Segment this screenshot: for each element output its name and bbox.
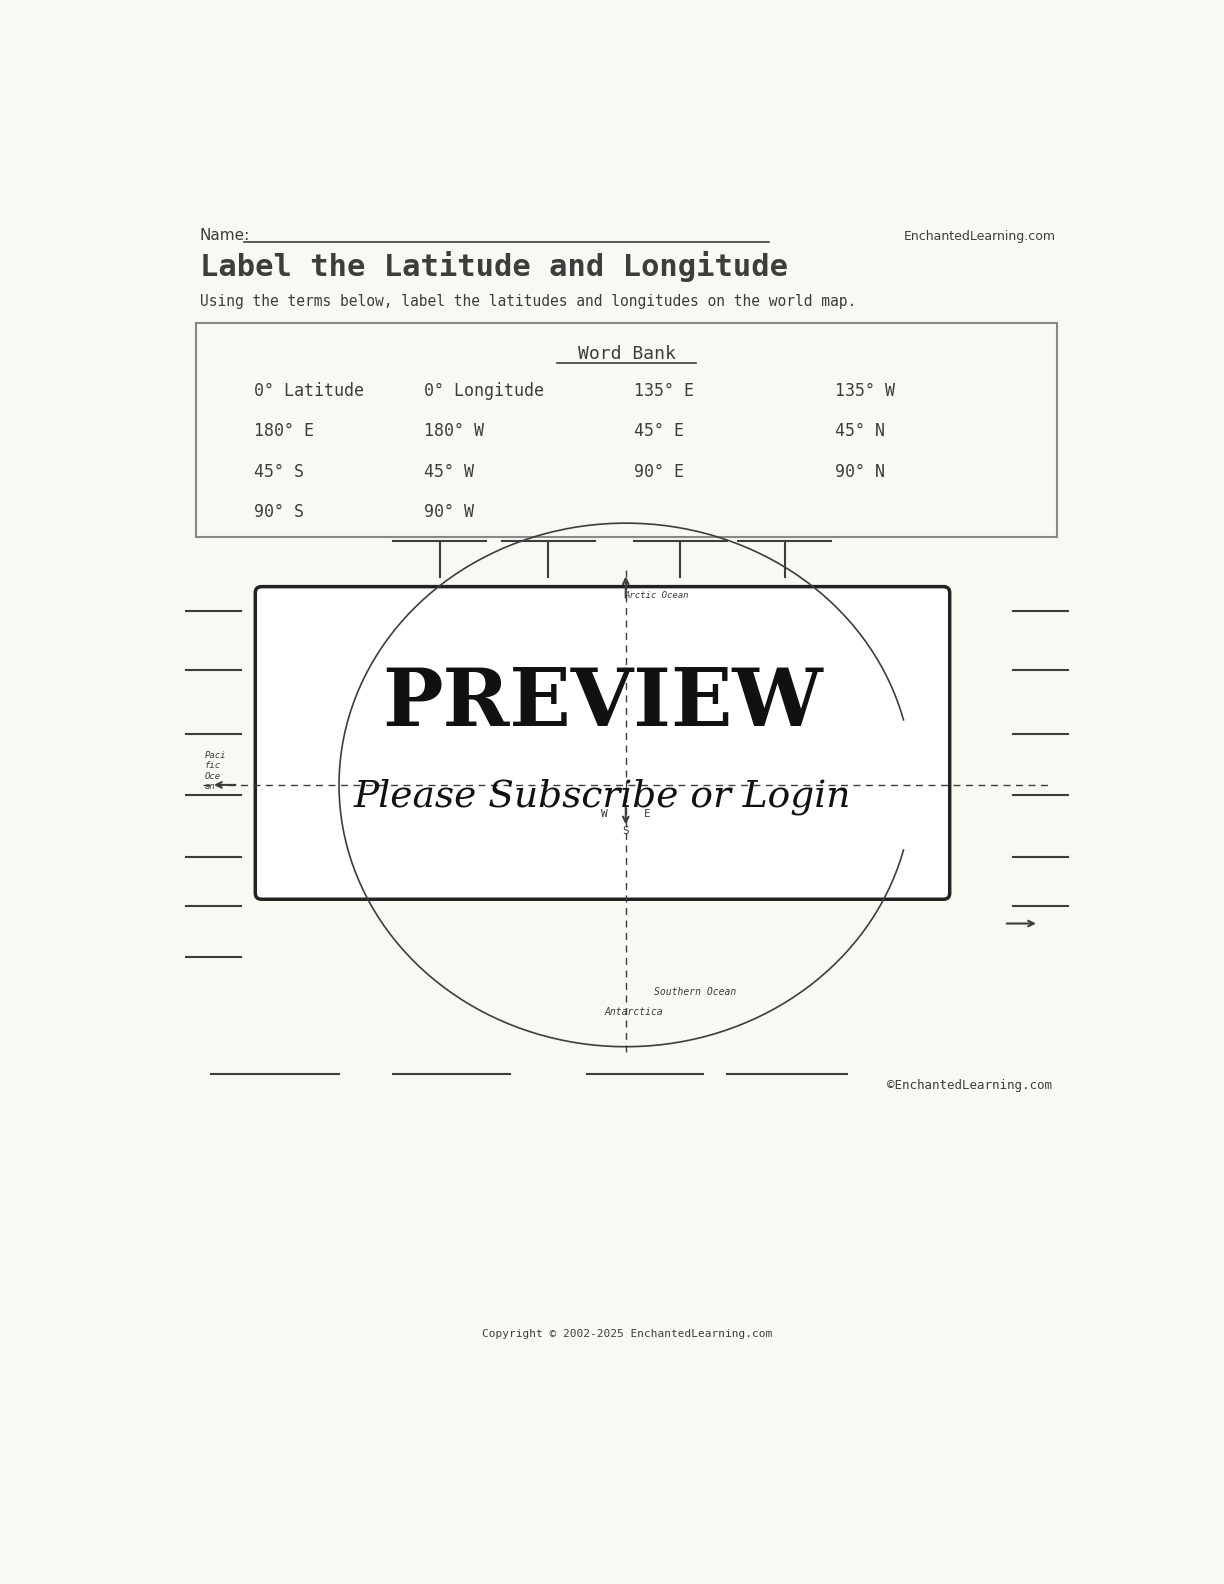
Text: S: S — [622, 827, 629, 836]
Text: Label the Latitude and Longitude: Label the Latitude and Longitude — [200, 252, 787, 282]
Text: W: W — [601, 809, 607, 819]
Text: 45° S: 45° S — [253, 463, 304, 480]
Text: Paci
fic
Oce
an: Paci fic Oce an — [204, 751, 226, 790]
Text: 90° S: 90° S — [253, 502, 304, 521]
Text: Word Bank: Word Bank — [578, 345, 676, 363]
Text: 45° W: 45° W — [425, 463, 474, 480]
Text: ©EnchantedLearning.com: ©EnchantedLearning.com — [887, 1079, 1051, 1093]
Text: 45° E: 45° E — [634, 423, 683, 440]
Text: 90° N: 90° N — [835, 463, 885, 480]
Text: Copyright © 2002-2025 EnchantedLearning.com: Copyright © 2002-2025 EnchantedLearning.… — [482, 1329, 772, 1340]
Text: E: E — [644, 809, 651, 819]
Text: Name:: Name: — [200, 228, 250, 242]
Text: 180° W: 180° W — [425, 423, 485, 440]
Text: Southern Ocean: Southern Ocean — [655, 987, 737, 998]
Text: 135° W: 135° W — [835, 382, 895, 401]
Text: EnchantedLearning.com: EnchantedLearning.com — [903, 230, 1056, 242]
Text: 90° E: 90° E — [634, 463, 683, 480]
Text: PREVIEW: PREVIEW — [382, 665, 823, 743]
Text: Arctic Ocean: Arctic Ocean — [624, 591, 689, 600]
Text: 135° E: 135° E — [634, 382, 694, 401]
Text: 90° W: 90° W — [425, 502, 474, 521]
FancyBboxPatch shape — [256, 586, 950, 900]
Text: 180° E: 180° E — [253, 423, 313, 440]
Text: 45° N: 45° N — [835, 423, 885, 440]
Text: Using the terms below, label the latitudes and longitudes on the world map.: Using the terms below, label the latitud… — [200, 293, 856, 309]
Bar — [196, 323, 1058, 537]
Text: Antarctica: Antarctica — [605, 1007, 663, 1017]
Text: Please Subscribe or Login: Please Subscribe or Login — [354, 779, 851, 816]
Text: 0° Latitude: 0° Latitude — [253, 382, 364, 401]
Text: 0° Longitude: 0° Longitude — [425, 382, 545, 401]
